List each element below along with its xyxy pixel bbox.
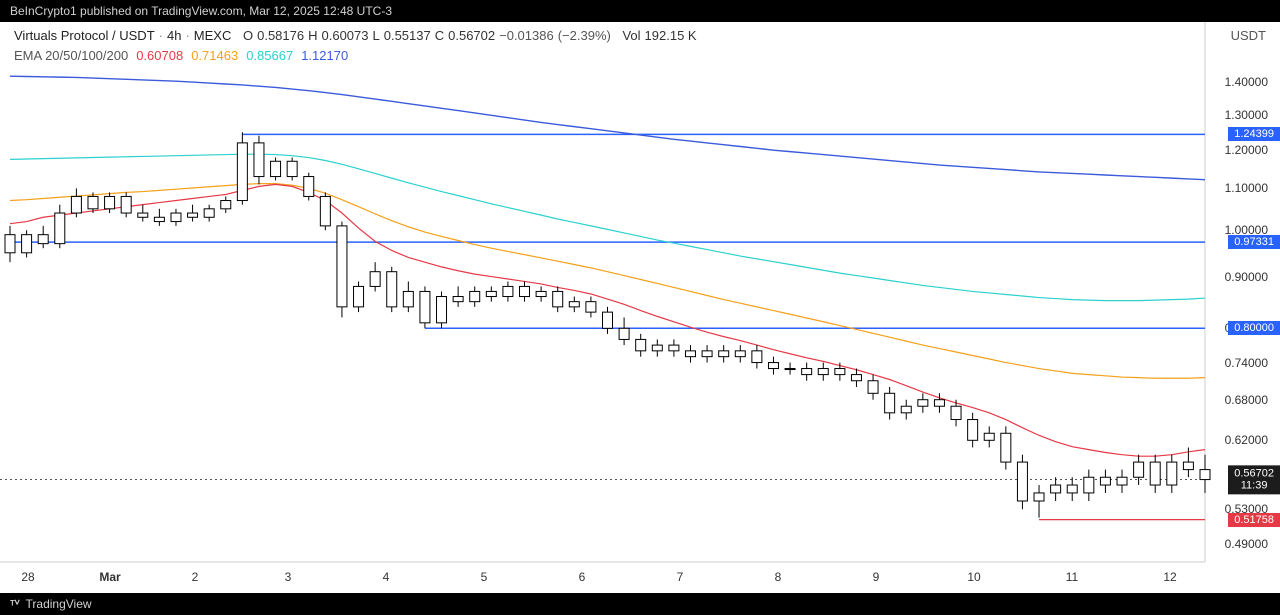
currency-label: USDT (1231, 28, 1266, 43)
tradingview-logo-icon: ‏ᵀⱽ (10, 598, 20, 611)
price-tag: 0.80000 (1228, 321, 1280, 335)
interval: 4h (167, 28, 181, 43)
publish-bar: BeInCrypto1 published on TradingView.com… (0, 0, 1280, 22)
open-label: O (243, 28, 253, 43)
chart-plot[interactable] (0, 22, 1280, 615)
close-value: 0.56702 (448, 28, 495, 43)
high-label: H (308, 28, 317, 43)
x-tick-label: 10 (967, 570, 980, 584)
price-tag: 0.97331 (1228, 235, 1280, 249)
y-tick-label: 0.49000 (1225, 537, 1268, 551)
x-tick-label: 28 (21, 570, 34, 584)
x-tick-label: 4 (383, 570, 390, 584)
y-tick-label: 1.20000 (1225, 143, 1268, 157)
chart-area: Virtuals Protocol / USDT · 4h · MEXC O0.… (0, 22, 1280, 615)
ema-info-row: EMA 20/50/100/200 0.60708 0.71463 0.8566… (14, 48, 348, 63)
x-tick-label: 2 (192, 570, 199, 584)
close-label: C (435, 28, 444, 43)
y-tick-label: 1.10000 (1225, 181, 1268, 195)
ema50-value: 0.71463 (191, 48, 238, 63)
x-tick-label: 12 (1163, 570, 1176, 584)
x-tick-label: Mar (99, 570, 120, 584)
x-tick-label: 3 (285, 570, 292, 584)
vol-value: 192.15 K (645, 28, 697, 43)
open-value: 0.58176 (257, 28, 304, 43)
ema20-value: 0.60708 (136, 48, 183, 63)
symbol-info-row: Virtuals Protocol / USDT · 4h · MEXC O0.… (14, 28, 697, 43)
low-value: 0.55137 (384, 28, 431, 43)
low-label: L (373, 28, 380, 43)
price-tag: 0.51758 (1228, 513, 1280, 527)
change-pct: (−2.39%) (558, 28, 611, 43)
symbol-name: Virtuals Protocol / USDT (14, 28, 155, 43)
change-value: −0.01386 (499, 28, 554, 43)
y-tick-label: 0.90000 (1225, 270, 1268, 284)
current-price-tag: 0.5670211:39 (1228, 465, 1280, 494)
y-tick-label: 0.74000 (1225, 356, 1268, 370)
high-value: 0.60073 (322, 28, 369, 43)
brand-bar: ‏ᵀⱽ TradingView (0, 593, 1280, 615)
ema-label: EMA 20/50/100/200 (14, 48, 128, 63)
vol-label: Vol (622, 28, 640, 43)
y-tick-label: 1.30000 (1225, 108, 1268, 122)
y-tick-label: 1.40000 (1225, 75, 1268, 89)
brand-text: TradingView (26, 597, 92, 611)
x-tick-label: 11 (1066, 570, 1078, 584)
price-tag: 1.24399 (1228, 127, 1280, 141)
ema200-value: 1.12170 (301, 48, 348, 63)
x-tick-label: 6 (579, 570, 586, 584)
x-tick-label: 5 (481, 570, 488, 584)
ema100-value: 0.85667 (246, 48, 293, 63)
x-tick-label: 8 (775, 570, 782, 584)
x-tick-label: 7 (677, 570, 684, 584)
y-tick-label: 0.68000 (1225, 393, 1268, 407)
publish-text: BeInCrypto1 published on TradingView.com… (10, 4, 392, 18)
exchange: MEXC (194, 28, 232, 43)
y-tick-label: 0.62000 (1225, 433, 1268, 447)
x-tick-label: 9 (873, 570, 880, 584)
